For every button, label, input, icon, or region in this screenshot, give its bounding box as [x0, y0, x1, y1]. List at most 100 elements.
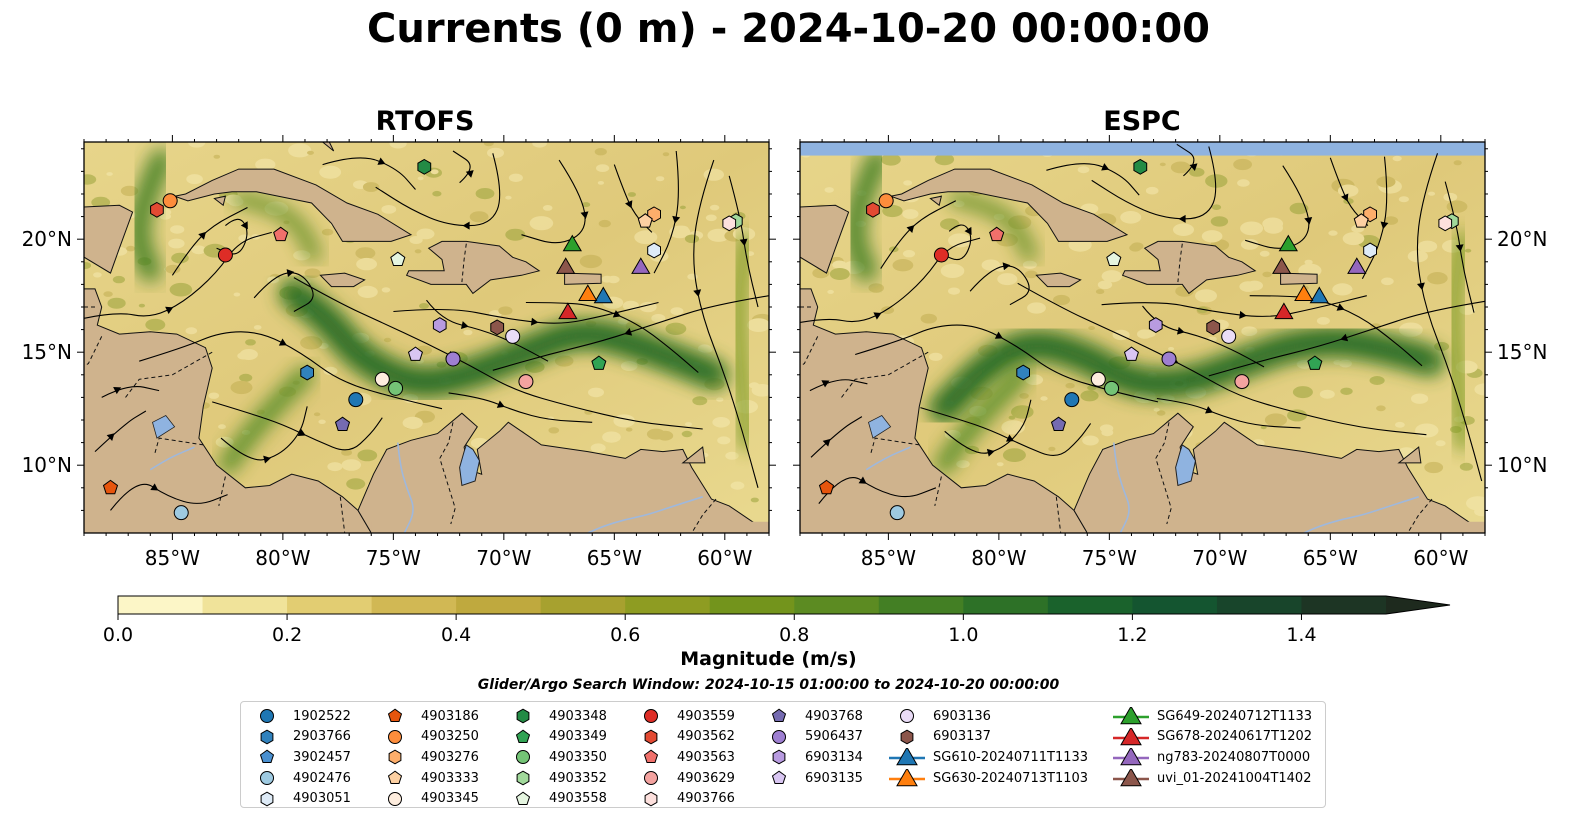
land-trinidad — [1397, 446, 1422, 464]
legend-item-label: 4903345 — [421, 791, 479, 807]
land-cuba — [888, 168, 1129, 242]
search-window-note: Glider/Argo Search Window: 2024-10-15 01… — [477, 677, 1060, 693]
streamline-arrow — [873, 312, 882, 320]
streamline — [1208, 300, 1485, 377]
legend-item: 4903559 — [631, 706, 735, 727]
circle-marker-icon — [260, 709, 274, 724]
platform-4903350 — [1104, 380, 1120, 396]
platform-4903333 — [1353, 213, 1369, 228]
platform-4903349 — [591, 355, 607, 370]
legend-item: 4903558 — [503, 788, 607, 809]
land-trinidad — [681, 446, 706, 464]
platform-markers — [818, 158, 1459, 521]
land-yucatan — [800, 204, 850, 274]
triangle-marker-icon — [1113, 707, 1149, 725]
streamline-arrow — [580, 211, 589, 219]
land-southAmerica — [1073, 412, 1485, 533]
platform-SG610-20240711T1133 — [1309, 286, 1329, 304]
streamline-arrow — [1336, 303, 1345, 311]
streamline-arrow — [1176, 326, 1185, 335]
colorbar-tick-label: 0.4 — [441, 624, 471, 646]
streamline-arrow — [1002, 262, 1011, 271]
legend-item-label: 4903051 — [293, 791, 351, 807]
circle-marker-icon — [900, 709, 914, 724]
platform-6903137 — [490, 319, 505, 336]
legend-item-label: 4903563 — [677, 749, 735, 765]
platform-4903051 — [1363, 242, 1377, 259]
colorbar-tick-label: 0.0 — [103, 624, 133, 646]
colorbar-tick-label: 1.4 — [1286, 624, 1316, 646]
legend-column: 6903136 6903137 SG610-20240711T1133 SG630-2… — [887, 706, 1088, 788]
country-border — [1055, 496, 1062, 533]
triangle-marker-icon — [889, 769, 925, 787]
legend-item: 4903051 — [247, 788, 351, 809]
map-figure: 85°W 80°W 75°W 70°W 65°W 60°W 20°N 15°N 10°N 85°… — [22, 135, 1547, 646]
colorbar-segment — [1301, 596, 1387, 614]
legend-item: 4903563 — [631, 747, 735, 768]
streamline — [220, 406, 308, 461]
lon-tick-label: 65°W — [587, 546, 642, 570]
legend-item-label: 1902522 — [293, 708, 351, 724]
streamline — [969, 265, 1030, 306]
streamline-arrow — [906, 225, 915, 233]
no-data-strip — [800, 142, 1485, 156]
triangle-marker-icon — [889, 748, 925, 766]
streamline-arrow — [113, 387, 122, 395]
legend-item-label: 6903134 — [805, 749, 863, 765]
streamline — [920, 407, 1092, 457]
country-border — [1155, 422, 1172, 525]
colorbar-tick-label: 1.2 — [1117, 624, 1147, 646]
streamline — [809, 379, 868, 392]
legend-item-label: 4903349 — [549, 729, 607, 745]
streamline — [521, 159, 586, 244]
land-southAmerica — [357, 412, 769, 533]
legend-column: 4903559 4903562 4903563 4903629 4903766 — [631, 706, 735, 809]
platform-SG630-20240713T1103 — [1294, 284, 1314, 301]
streamline-arrow — [1416, 282, 1425, 291]
streamline-arrow — [821, 380, 830, 388]
colorbar-tick-label: 0.2 — [272, 624, 302, 646]
legend-item-label: 4903352 — [549, 770, 607, 786]
legend-item: 4902476 — [247, 768, 351, 789]
legend-item: 1902522 — [247, 706, 351, 727]
legend-item: 6903135 — [759, 768, 863, 789]
legend-item-label: SG649-20240712T1133 — [1157, 708, 1313, 724]
legend-item: 6903137 — [887, 727, 1088, 748]
map-frame — [799, 141, 1486, 534]
legend-item-label: 6903136 — [933, 708, 991, 724]
legend-item: 4903352 — [503, 768, 607, 789]
lon-tick-label: 80°W — [255, 546, 310, 570]
colorbar-segment — [118, 596, 204, 614]
colorbar-tick-label: 1.0 — [948, 624, 978, 646]
colorbar-segment — [625, 596, 711, 614]
land-isleYouth — [929, 195, 943, 207]
legend-item-label: 6903135 — [805, 770, 863, 786]
axis-ticks: 85°W 80°W 75°W 70°W 65°W 60°W 20°N 15°N 10°N — [793, 135, 1547, 570]
streamline-arrow — [165, 306, 174, 314]
streamline — [293, 277, 703, 430]
circle-marker-icon — [772, 729, 786, 744]
legend-item: 4903348 — [503, 706, 607, 727]
streamline-arrow — [858, 476, 867, 484]
platform-4903350 — [388, 380, 404, 396]
lon-tick-label: 75°W — [366, 546, 421, 570]
triangle-marker-icon — [1113, 769, 1149, 787]
legend-column: 4903186 4903250 4903276 4903333 4903345 — [375, 706, 479, 809]
legend-item-label: 2903766 — [293, 729, 351, 745]
river — [149, 446, 195, 471]
circle-marker-icon — [644, 771, 658, 786]
streamline-arrow — [1178, 214, 1186, 223]
platform-SG610-20240711T1133 — [593, 286, 613, 304]
pentagon-marker-icon — [771, 708, 787, 723]
platform-uvi_01-20241004T1402 — [556, 257, 576, 274]
streamline-arrow — [1340, 333, 1349, 342]
lat-tick-label: 10°N — [22, 453, 72, 477]
circle-marker-icon — [644, 709, 658, 724]
colorbar-segment — [1216, 596, 1302, 614]
streamline — [212, 401, 383, 451]
streamline-arrow — [739, 238, 748, 247]
colorbar: 0.0 0.2 0.4 0.6 0.8 1.0 1.2 1.4 — [103, 595, 1451, 646]
streamline-arrow — [297, 428, 306, 437]
colorbar-tick-label: 0.8 — [779, 624, 809, 646]
streamline-arrow — [1341, 193, 1349, 202]
